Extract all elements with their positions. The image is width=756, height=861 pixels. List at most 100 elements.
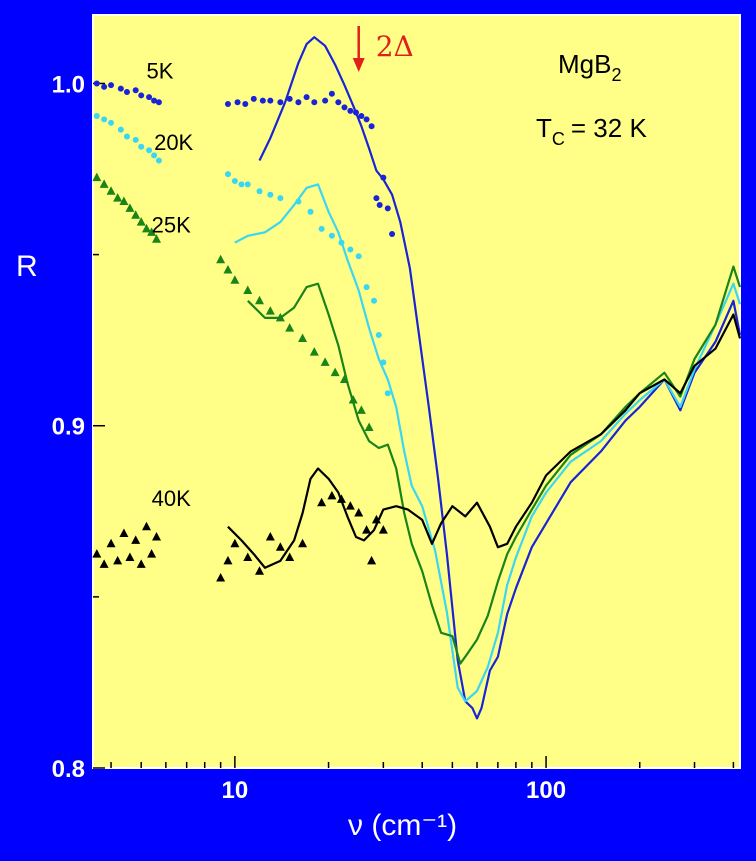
series-point-5k [363, 116, 370, 123]
series-point-5k [376, 201, 383, 208]
series-point-40k [216, 573, 226, 582]
series-point-20k [347, 246, 354, 253]
series-point-5k [108, 82, 115, 89]
annotations: MgB2 TC = 32 K 2Δ [352, 26, 647, 149]
series-point-5k [380, 174, 387, 181]
series-point-5k [389, 231, 396, 238]
series-label-25k: 25K [152, 212, 191, 237]
series-label-40k: 40K [152, 486, 191, 511]
series-point-25k [339, 374, 349, 384]
y-axis-title: R [16, 250, 38, 283]
series-point-25k [356, 405, 366, 414]
series-point-20k [146, 147, 153, 154]
series-point-5k [267, 97, 274, 104]
series-point-20k [355, 253, 362, 260]
series-point-5k [250, 95, 257, 102]
series-point-25k [142, 223, 152, 233]
series-point-40k [92, 549, 102, 558]
series-point-25k [230, 275, 240, 284]
axis-ticks: 10 100 0.8 0.9 1.0 [52, 71, 735, 804]
series-point-25k [147, 227, 157, 236]
series-point-5k [234, 99, 241, 106]
series-point-20k [318, 225, 325, 232]
series-point-25k [113, 193, 123, 202]
series-point-20k [132, 136, 139, 143]
series-point-20k [224, 171, 231, 178]
series-point-5k [335, 99, 342, 106]
x-tick-label: 100 [526, 777, 566, 804]
series-point-5k [155, 99, 162, 106]
series-point-40k [336, 494, 346, 503]
series-point-5k [242, 100, 249, 107]
series-point-5k [341, 104, 348, 111]
gap-arrow-head [352, 58, 365, 72]
series-point-40k [119, 528, 129, 538]
series-point-40k [99, 559, 109, 568]
series-point-40k [265, 531, 275, 541]
series-point-25k [136, 217, 146, 226]
series-point-5k [328, 90, 335, 97]
series-point-5k [368, 123, 375, 130]
series-point-20k [338, 239, 345, 246]
series-lines [227, 36, 742, 720]
series-point-5k [101, 83, 108, 90]
x-tick-label: 10 [222, 777, 249, 804]
series-point-5k [358, 112, 365, 119]
series-point-5k [303, 94, 310, 101]
series-point-20k [328, 232, 335, 239]
series-point-20k [108, 119, 115, 126]
series-point-20k [375, 332, 382, 339]
plot-area [92, 14, 741, 769]
series-point-20k [138, 143, 145, 150]
series-point-40k [243, 552, 253, 562]
series-point-40k [125, 552, 135, 562]
series-point-25k [92, 172, 102, 182]
series-point-40k [367, 555, 377, 565]
series-point-5k [93, 80, 100, 87]
series-point-20k [307, 208, 314, 215]
series-point-40k [152, 531, 162, 541]
series-point-25k [298, 333, 308, 342]
series-point-25k [106, 186, 116, 195]
series-point-20k [155, 157, 162, 164]
y-tick-label: 0.8 [52, 756, 85, 783]
series-point-5k [322, 97, 329, 104]
series-point-40k [354, 508, 364, 517]
series-point-40k [113, 555, 123, 565]
series-point-40k [285, 552, 295, 562]
series-point-5k [123, 89, 130, 96]
series-point-25k [99, 179, 109, 188]
series-point-5k [352, 109, 359, 116]
series-point-25k [255, 295, 265, 305]
series-point-20k [363, 284, 370, 291]
series-point-20k [371, 297, 378, 304]
series-point-40k [327, 490, 337, 500]
series-point-40k [378, 525, 388, 534]
series-point-25k [119, 196, 129, 206]
gap-label: 2Δ [376, 30, 414, 63]
series-points: 5K 20K 25K 40K [92, 58, 396, 582]
x-axis-title: ν (cm⁻¹) [348, 809, 457, 842]
material-label: MgB2 [558, 49, 621, 85]
series-point-20k [231, 178, 238, 185]
series-point-5k [286, 95, 293, 102]
series-point-25k [330, 367, 340, 377]
series-point-40k [317, 497, 327, 507]
series-point-25k [265, 306, 275, 315]
series-point-20k [238, 181, 245, 188]
series-line-20k [234, 183, 742, 703]
series-point-5k [138, 92, 145, 99]
series-point-40k [345, 501, 355, 510]
series-line-40k [227, 313, 742, 569]
series-point-5k [117, 85, 124, 92]
series-point-20k [256, 188, 263, 195]
series-point-20k [267, 191, 274, 198]
y-tick-label: 1.0 [52, 71, 85, 98]
y-tick-label: 0.9 [52, 414, 85, 441]
series-point-40k [131, 535, 141, 544]
series-label-5k: 5K [147, 58, 174, 83]
series-point-25k [243, 285, 253, 295]
series-point-40k [298, 538, 308, 548]
series-point-20k [295, 198, 302, 205]
